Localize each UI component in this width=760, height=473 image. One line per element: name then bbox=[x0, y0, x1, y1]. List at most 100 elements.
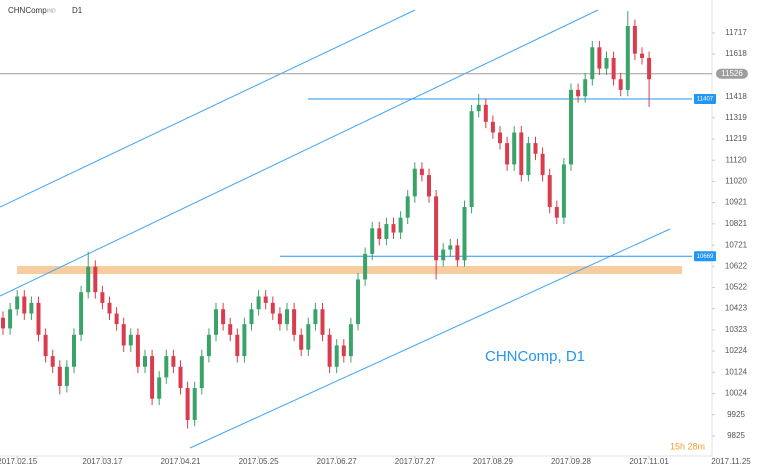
y-tick-label: 11219 bbox=[725, 134, 747, 143]
y-tick-label: 9925 bbox=[727, 410, 745, 419]
y-tick-label: 11120 bbox=[725, 155, 747, 164]
candle-body bbox=[121, 324, 126, 346]
candle-body bbox=[370, 228, 375, 254]
price-label-box bbox=[694, 251, 716, 262]
candle-body bbox=[15, 296, 20, 310]
candle-body bbox=[618, 79, 623, 90]
candle-body bbox=[107, 302, 112, 314]
candle-body bbox=[576, 89, 581, 97]
market: IND bbox=[47, 8, 56, 14]
candle-body bbox=[455, 245, 460, 261]
candle-body bbox=[157, 377, 162, 399]
candle-body bbox=[22, 296, 27, 314]
candle-body bbox=[270, 302, 275, 314]
candle-body bbox=[498, 132, 502, 144]
candle-body bbox=[277, 313, 282, 325]
candle-body bbox=[554, 207, 559, 218]
candle-body bbox=[242, 324, 247, 357]
candle-body bbox=[391, 224, 396, 233]
candle-body bbox=[228, 324, 233, 335]
candle-body bbox=[221, 309, 226, 325]
candle-body bbox=[143, 356, 147, 367]
candle-body bbox=[178, 366, 183, 389]
candle-body bbox=[363, 253, 368, 280]
candle-body bbox=[199, 356, 204, 389]
candle-body bbox=[214, 309, 218, 335]
candle-body bbox=[341, 345, 346, 357]
candle-body bbox=[93, 266, 98, 293]
candle-body bbox=[348, 324, 353, 357]
candle-body bbox=[29, 302, 34, 314]
candle-body bbox=[327, 334, 332, 367]
y-tick-label: 10622 bbox=[725, 261, 748, 270]
candle-body bbox=[561, 164, 566, 218]
candle-body bbox=[547, 175, 552, 208]
candle-body bbox=[526, 143, 531, 176]
candle-body bbox=[64, 366, 69, 386]
price-label: 11526 bbox=[721, 69, 743, 78]
candle-body bbox=[299, 334, 304, 350]
candle-body bbox=[57, 366, 62, 386]
candle-body bbox=[569, 89, 573, 165]
candle-body bbox=[171, 356, 176, 367]
candle-body bbox=[640, 53, 644, 58]
candle-body bbox=[540, 153, 545, 176]
candle-body bbox=[419, 168, 424, 176]
candle-body bbox=[43, 334, 48, 357]
candle-body bbox=[306, 324, 311, 350]
candle-body bbox=[469, 111, 474, 208]
y-tick-label: 11020 bbox=[725, 177, 747, 186]
countdown: 15h 28m bbox=[670, 441, 705, 451]
candle-body bbox=[135, 334, 140, 367]
x-tick-label: 2017.04.21 bbox=[160, 457, 201, 466]
candle-body bbox=[611, 57, 616, 80]
y-tick-label: 10522 bbox=[725, 283, 748, 292]
x-tick-label: 2017.07.27 bbox=[395, 457, 436, 466]
candle-body bbox=[249, 309, 254, 325]
support-zone bbox=[17, 266, 682, 274]
candle-body bbox=[519, 132, 524, 176]
candle-body bbox=[483, 104, 488, 122]
y-tick-label: 10024 bbox=[725, 389, 748, 398]
candle-body bbox=[36, 302, 41, 335]
candle-body bbox=[128, 334, 133, 346]
candle-body bbox=[100, 292, 105, 303]
candle-body bbox=[292, 309, 297, 335]
candle-body bbox=[533, 143, 538, 154]
x-tick-label: 2017.11.01 bbox=[629, 457, 669, 466]
y-tick-label: 11717 bbox=[725, 28, 747, 37]
candle-body bbox=[285, 309, 289, 325]
candle-body bbox=[441, 249, 446, 261]
candle-body bbox=[356, 279, 360, 325]
candle-body bbox=[427, 175, 431, 197]
price-label-box bbox=[694, 94, 716, 105]
timeframe[interactable]: D1 bbox=[72, 6, 83, 15]
candle-body bbox=[114, 313, 119, 325]
price-label: 11407 bbox=[697, 97, 714, 103]
x-tick-label: 2017.06.27 bbox=[317, 457, 358, 466]
candle-body bbox=[412, 168, 417, 197]
candle-body bbox=[384, 224, 389, 239]
candle-body bbox=[377, 228, 382, 239]
candle-body bbox=[8, 309, 13, 329]
candle-body bbox=[185, 388, 190, 421]
candle-body bbox=[50, 356, 55, 367]
candle-body bbox=[263, 296, 268, 303]
candle-body bbox=[505, 143, 510, 165]
candle-body bbox=[647, 57, 652, 80]
candle-body bbox=[604, 57, 609, 69]
candle-body bbox=[490, 121, 495, 133]
candle-body bbox=[164, 356, 169, 378]
candle-body bbox=[405, 196, 410, 218]
candle-body bbox=[448, 245, 453, 250]
candle-body bbox=[625, 25, 630, 90]
x-tick-label: 2017.08.29 bbox=[473, 457, 514, 466]
candle-body bbox=[320, 309, 325, 335]
y-tick-label: 10323 bbox=[725, 325, 748, 334]
symbol[interactable]: CHNComp bbox=[8, 6, 47, 15]
candle-body bbox=[206, 334, 211, 357]
y-tick-label: 10423 bbox=[725, 304, 748, 313]
y-tick-label: 9825 bbox=[727, 431, 745, 440]
